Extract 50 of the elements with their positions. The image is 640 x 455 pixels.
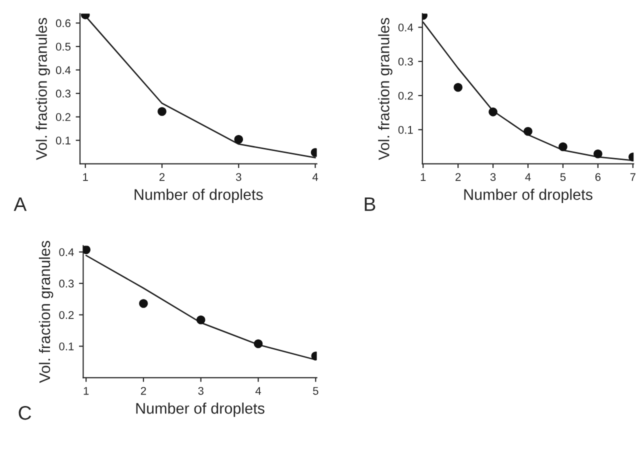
y-tick-label: 0.1 <box>56 136 70 144</box>
y-tick-label: 0.2 <box>398 92 413 100</box>
y-tick-label: 0.5 <box>56 42 71 51</box>
x-tick-label: 6 <box>595 173 601 181</box>
point <box>158 107 166 116</box>
x-tick-label: 3 <box>490 173 496 181</box>
x-axis-title: Number of droplets <box>136 402 264 417</box>
x-axis-title: Number of droplets <box>464 188 592 203</box>
x-axis-title: Number of droplets <box>134 188 263 203</box>
x-tick-label: 4 <box>255 387 262 395</box>
x-tick-label: 4 <box>312 173 318 181</box>
x-tick-label: 5 <box>560 173 566 181</box>
text: A <box>14 197 27 211</box>
y-axis-title: Vol. fraction granules <box>38 240 54 383</box>
point <box>83 246 90 254</box>
point <box>558 142 568 152</box>
y-axis-title: Vol. fraction granules <box>36 18 50 160</box>
x-tick-label: 5 <box>313 387 318 395</box>
x-tick-label: 1 <box>420 173 426 181</box>
y-tick-label: 0.4 <box>56 66 71 74</box>
text: B <box>364 197 376 211</box>
x-tick-label: 3 <box>198 386 204 395</box>
y-tick-label: 0.6 <box>56 19 70 28</box>
point <box>454 82 462 92</box>
x-tick-label: 1 <box>84 387 89 395</box>
y-tick-label: 0.3 <box>59 280 74 288</box>
y-tick-label: 0.1 <box>398 126 413 134</box>
y-tick-label: 0.3 <box>398 58 413 66</box>
point <box>196 315 206 324</box>
point <box>234 135 244 144</box>
x-tick-label: 1 <box>83 173 88 181</box>
y-tick-label: 0.2 <box>56 113 70 122</box>
point <box>254 339 263 348</box>
x-tick-label: 4 <box>525 173 531 181</box>
x-tick-label: 2 <box>159 173 165 181</box>
point <box>139 299 148 308</box>
point <box>524 126 532 136</box>
y-tick-label: 0.2 <box>59 311 74 319</box>
x-tick-label: 7 <box>630 173 636 181</box>
y-tick-label: 0.3 <box>56 90 70 98</box>
point <box>594 150 602 158</box>
x-tick-label: 3 <box>236 173 242 181</box>
y-tick-label: 0.4 <box>398 24 414 32</box>
x-tick-label: 2 <box>456 173 461 181</box>
x-tick-label: 2 <box>140 386 146 395</box>
point <box>488 108 498 116</box>
text: C <box>18 406 32 420</box>
y-axis-title: Vol. fraction granules <box>378 18 392 160</box>
y-tick-label: 0.4 <box>59 248 74 256</box>
y-tick-label: 0.1 <box>59 342 74 350</box>
